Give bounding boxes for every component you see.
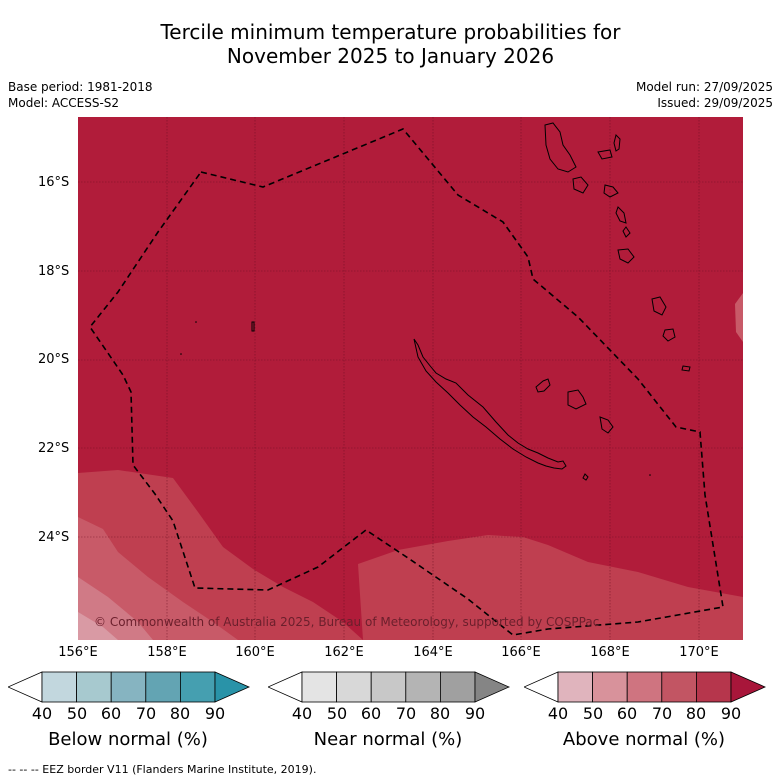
colorbar-arrow-high bbox=[730, 671, 766, 703]
vanuatu-islet bbox=[613, 134, 621, 152]
lon-label: 170°E bbox=[679, 645, 719, 660]
reef-dot bbox=[649, 474, 651, 476]
lon-label: 162°E bbox=[324, 645, 364, 660]
efate-island bbox=[617, 248, 635, 264]
colorbar-segment bbox=[76, 671, 112, 703]
tick-label: 90 bbox=[720, 704, 742, 723]
lat-label: 18°S bbox=[38, 264, 70, 279]
tick-label: 90 bbox=[204, 704, 226, 723]
tick-label: 60 bbox=[616, 704, 638, 723]
malekula-island bbox=[572, 176, 589, 194]
above-normal-label: Above normal (%) bbox=[562, 729, 726, 750]
probability-map: © Commonwealth of Australia 2025, Bureau… bbox=[78, 117, 743, 640]
aneityum-island bbox=[681, 365, 691, 372]
lon-label: 166°E bbox=[501, 645, 541, 660]
tick-label: 40 bbox=[291, 704, 313, 723]
lat-label: 20°S bbox=[38, 352, 70, 367]
eez-footnote: -- -- -- EEZ border V11 (Flanders Marine… bbox=[8, 763, 317, 776]
colorbar-below-normal bbox=[8, 671, 250, 703]
loyalty-islet bbox=[599, 416, 614, 434]
colorbar-segment bbox=[301, 671, 337, 703]
tick-label: 60 bbox=[360, 704, 382, 723]
erromango-island bbox=[651, 296, 667, 316]
colorbar-segment bbox=[626, 671, 663, 703]
isle-of-pines bbox=[582, 473, 589, 481]
colorbar-arrow-low bbox=[268, 671, 303, 703]
colorbar-segment bbox=[661, 671, 697, 703]
issued-date: Issued: 29/09/2025 bbox=[657, 96, 773, 110]
lifou-island bbox=[535, 378, 551, 393]
tick-label: 90 bbox=[464, 704, 486, 723]
lon-label: 168°E bbox=[590, 645, 630, 660]
espiritu-santo-island bbox=[544, 122, 577, 173]
reef-dot bbox=[195, 321, 197, 323]
colorbar-segment bbox=[336, 671, 372, 703]
meta-right: Model run: 27/09/2025 Issued: 29/09/2025 bbox=[636, 79, 773, 111]
above-normal-50-60-area bbox=[78, 612, 118, 640]
title-line-2: November 2025 to January 2026 bbox=[226, 44, 555, 68]
lon-label: 158°E bbox=[147, 645, 187, 660]
lat-label: 24°S bbox=[38, 530, 70, 545]
tick-label: 40 bbox=[31, 704, 53, 723]
tick-label: 50 bbox=[582, 704, 604, 723]
tick-label: 80 bbox=[429, 704, 451, 723]
near-normal-label: Near normal (%) bbox=[313, 729, 463, 750]
colorbar-segment bbox=[695, 671, 732, 703]
colorbar-segment bbox=[592, 671, 628, 703]
colorbar-arrow-low bbox=[524, 671, 559, 703]
model-name: Model: ACCESS-S2 bbox=[8, 96, 120, 110]
colorbar-segment bbox=[179, 671, 216, 703]
lat-label: 16°S bbox=[38, 175, 70, 190]
tick-label: 80 bbox=[685, 704, 707, 723]
colorbar-near-normal bbox=[268, 671, 510, 703]
colorbar-segment bbox=[439, 671, 476, 703]
lon-label: 164°E bbox=[413, 645, 453, 660]
colorbar-segment bbox=[370, 671, 407, 703]
base-period: Base period: 1981-2018 bbox=[8, 80, 153, 94]
epi-island bbox=[615, 206, 627, 224]
below-normal-label: Below normal (%) bbox=[48, 729, 208, 750]
colorbar-segment bbox=[110, 671, 147, 703]
eez-border bbox=[89, 128, 724, 636]
copyright-notice: © Commonwealth of Australia 2025, Bureau… bbox=[94, 615, 599, 629]
ambrym-island bbox=[603, 184, 619, 198]
colorbar-arrow-low bbox=[8, 671, 43, 703]
colorbar-arrow-high bbox=[474, 671, 510, 703]
vanuatu-islet bbox=[597, 149, 613, 160]
map-title: Tercile minimum temperature probabilitie… bbox=[0, 20, 781, 68]
tick-label: 40 bbox=[547, 704, 569, 723]
colorbar-segment bbox=[405, 671, 441, 703]
colorbar-above-normal bbox=[524, 671, 766, 703]
colorbar-segment bbox=[41, 671, 77, 703]
lon-label: 160°E bbox=[235, 645, 275, 660]
colorbar-segment bbox=[557, 671, 593, 703]
new-caledonia-island bbox=[413, 338, 567, 470]
tick-label: 70 bbox=[135, 704, 157, 723]
reef-dot bbox=[180, 353, 182, 355]
tick-label: 70 bbox=[651, 704, 673, 723]
colorbar-segment bbox=[145, 671, 181, 703]
title-line-1: Tercile minimum temperature probabilitie… bbox=[160, 20, 621, 44]
tick-label: 80 bbox=[169, 704, 191, 723]
above-normal-60-70-area bbox=[735, 293, 743, 342]
tick-label: 50 bbox=[326, 704, 348, 723]
lat-label: 22°S bbox=[38, 441, 70, 456]
meta-left: Base period: 1981-2018 Model: ACCESS-S2 bbox=[8, 79, 153, 111]
tick-label: 70 bbox=[395, 704, 417, 723]
lon-label: 156°E bbox=[58, 645, 98, 660]
tick-label: 50 bbox=[66, 704, 88, 723]
above-normal-70-80-area bbox=[358, 535, 743, 640]
tick-label: 60 bbox=[100, 704, 122, 723]
mare-island bbox=[567, 389, 587, 410]
chesterfield-reef bbox=[251, 321, 255, 332]
model-run: Model run: 27/09/2025 bbox=[635, 80, 773, 94]
tanna-island bbox=[662, 328, 676, 342]
colorbar-arrow-high bbox=[214, 671, 250, 703]
vanuatu-islet bbox=[622, 226, 631, 238]
